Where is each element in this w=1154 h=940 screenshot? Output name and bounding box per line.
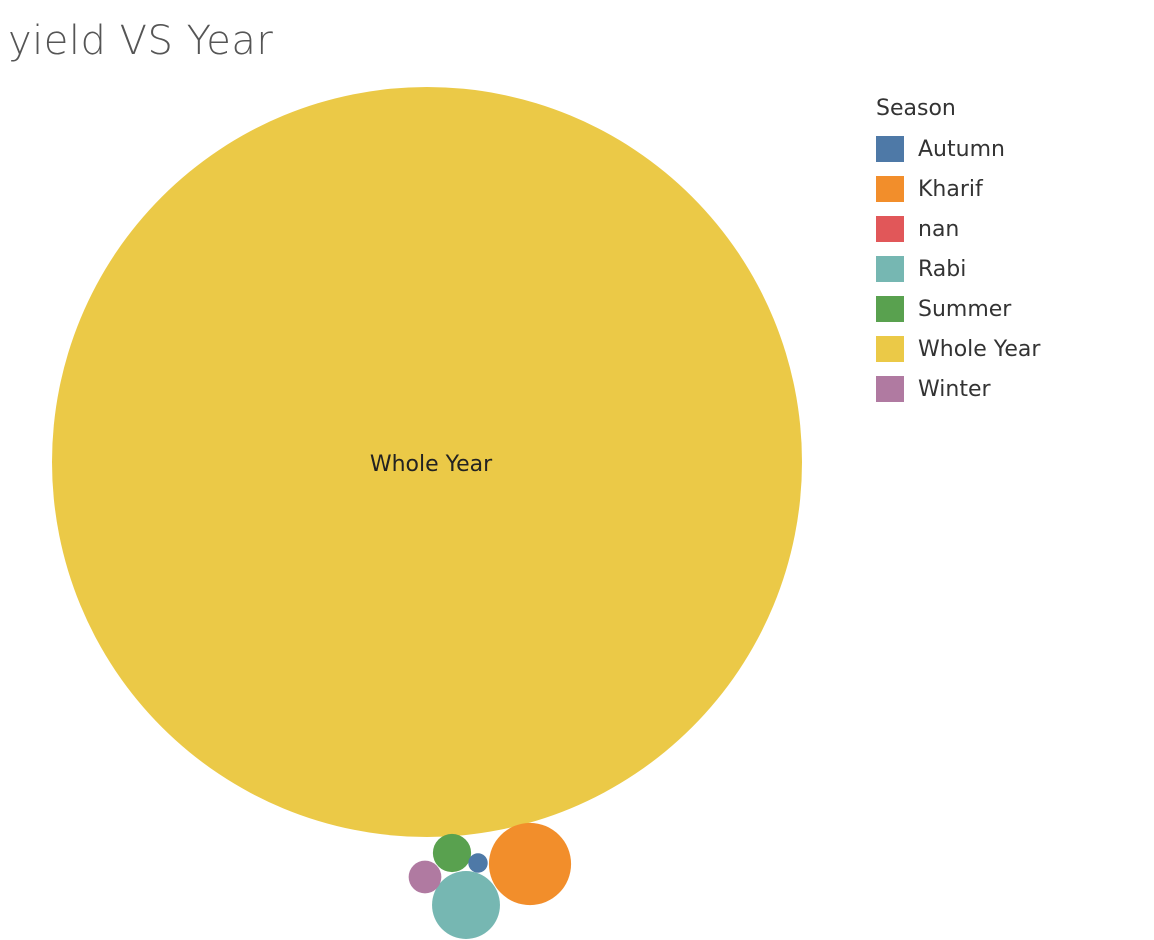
legend-label-whole-year: Whole Year bbox=[918, 336, 1041, 362]
legend: Season Autumn Kharif nan Rabi Summer Whole Ye… bbox=[876, 96, 1040, 409]
chart-title: yield VS Year bbox=[8, 18, 274, 64]
legend-item-summer[interactable]: Summer bbox=[876, 289, 1040, 329]
bubble-winter[interactable] bbox=[408, 860, 442, 894]
legend-item-nan[interactable]: nan bbox=[876, 209, 1040, 249]
legend-item-whole-year[interactable]: Whole Year bbox=[876, 329, 1040, 369]
legend-swatch-whole-year bbox=[876, 336, 904, 362]
legend-label-kharif: Kharif bbox=[918, 176, 983, 202]
legend-label-rabi: Rabi bbox=[918, 256, 967, 282]
bubble-autumn[interactable] bbox=[468, 853, 488, 873]
legend-swatch-summer bbox=[876, 296, 904, 322]
bubble-whole-year[interactable] bbox=[52, 87, 802, 837]
legend-item-autumn[interactable]: Autumn bbox=[876, 129, 1040, 169]
bubble-rabi[interactable] bbox=[432, 871, 500, 939]
legend-swatch-kharif bbox=[876, 176, 904, 202]
legend-item-rabi[interactable]: Rabi bbox=[876, 249, 1040, 289]
legend-items: Autumn Kharif nan Rabi Summer Whole Year Winte… bbox=[876, 129, 1040, 409]
legend-label-winter: Winter bbox=[918, 376, 991, 402]
legend-swatch-autumn bbox=[876, 136, 904, 162]
legend-label-summer: Summer bbox=[918, 296, 1012, 322]
legend-swatch-winter bbox=[876, 376, 904, 402]
legend-title: Season bbox=[876, 96, 956, 121]
legend-label-nan: nan bbox=[918, 216, 960, 242]
bubble-summer[interactable] bbox=[432, 833, 472, 873]
legend-swatch-nan bbox=[876, 216, 904, 242]
legend-item-kharif[interactable]: Kharif bbox=[876, 169, 1040, 209]
bubble-kharif[interactable] bbox=[488, 822, 572, 906]
legend-label-autumn: Autumn bbox=[918, 136, 1005, 162]
bubble-label-whole-year: Whole Year bbox=[370, 452, 493, 477]
legend-swatch-rabi bbox=[876, 256, 904, 282]
legend-item-winter[interactable]: Winter bbox=[876, 369, 1040, 409]
